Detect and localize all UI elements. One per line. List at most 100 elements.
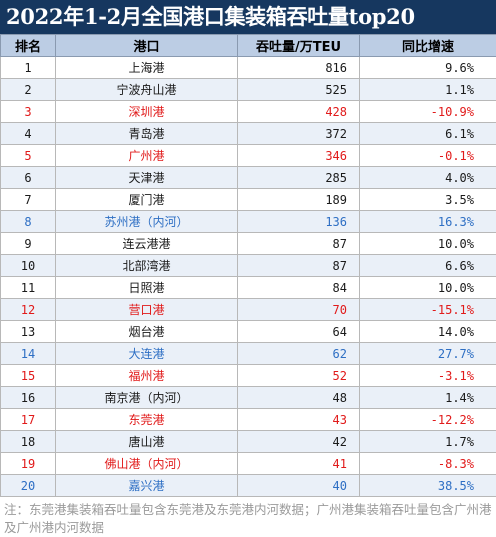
volume-cell: 41 xyxy=(238,453,360,475)
volume-cell: 43 xyxy=(238,409,360,431)
rank-cell: 4 xyxy=(1,123,56,145)
growth-cell: 38.5% xyxy=(360,475,496,497)
rank-cell: 6 xyxy=(1,167,56,189)
header-port: 港口 xyxy=(56,35,238,57)
volume-cell: 525 xyxy=(238,79,360,101)
rank-cell: 18 xyxy=(1,431,56,453)
rank-cell: 10 xyxy=(1,255,56,277)
rank-cell: 19 xyxy=(1,453,56,475)
header-rank: 排名 xyxy=(1,35,56,57)
growth-cell: -8.3% xyxy=(360,453,496,475)
port-cell: 广州港 xyxy=(56,145,238,167)
port-cell: 连云港港 xyxy=(56,233,238,255)
volume-cell: 428 xyxy=(238,101,360,123)
volume-cell: 189 xyxy=(238,189,360,211)
port-cell: 天津港 xyxy=(56,167,238,189)
growth-cell: 4.0% xyxy=(360,167,496,189)
rank-cell: 5 xyxy=(1,145,56,167)
rank-cell: 8 xyxy=(1,211,56,233)
growth-cell: 1.4% xyxy=(360,387,496,409)
rank-cell: 9 xyxy=(1,233,56,255)
rank-cell: 14 xyxy=(1,343,56,365)
volume-cell: 372 xyxy=(238,123,360,145)
growth-cell: -10.9% xyxy=(360,101,496,123)
rank-cell: 2 xyxy=(1,79,56,101)
growth-cell: 10.0% xyxy=(360,233,496,255)
volume-cell: 48 xyxy=(238,387,360,409)
growth-cell: 6.1% xyxy=(360,123,496,145)
header-growth: 同比增速 xyxy=(360,35,496,57)
port-cell: 日照港 xyxy=(56,277,238,299)
volume-cell: 84 xyxy=(238,277,360,299)
table-title: 2022年1-2月全国港口集装箱吞吐量top20 xyxy=(0,0,496,34)
port-cell: 厦门港 xyxy=(56,189,238,211)
header-row: 排名 港口 吞吐量/万TEU 同比增速 xyxy=(1,35,496,57)
volume-cell: 285 xyxy=(238,167,360,189)
growth-cell: 3.5% xyxy=(360,189,496,211)
port-cell: 南京港（内河） xyxy=(56,387,238,409)
port-cell: 宁波舟山港 xyxy=(56,79,238,101)
port-cell: 营口港 xyxy=(56,299,238,321)
volume-cell: 40 xyxy=(238,475,360,497)
footnote: 注：东莞港集装箱吞吐量包含东莞港及东莞港内河数据；广州港集装箱吞吐量包含广州港及… xyxy=(0,497,496,537)
rank-cell: 11 xyxy=(1,277,56,299)
port-cell: 北部湾港 xyxy=(56,255,238,277)
port-cell: 青岛港 xyxy=(56,123,238,145)
port-cell: 福州港 xyxy=(56,365,238,387)
growth-cell: 16.3% xyxy=(360,211,496,233)
volume-cell: 816 xyxy=(238,57,360,79)
volume-cell: 62 xyxy=(238,343,360,365)
rank-cell: 13 xyxy=(1,321,56,343)
volume-cell: 346 xyxy=(238,145,360,167)
growth-cell: 1.1% xyxy=(360,79,496,101)
rank-cell: 3 xyxy=(1,101,56,123)
rank-cell: 1 xyxy=(1,57,56,79)
growth-cell: 27.7% xyxy=(360,343,496,365)
rank-cell: 12 xyxy=(1,299,56,321)
volume-cell: 70 xyxy=(238,299,360,321)
port-cell: 唐山港 xyxy=(56,431,238,453)
volume-cell: 64 xyxy=(238,321,360,343)
growth-cell: 9.6% xyxy=(360,57,496,79)
volume-cell: 87 xyxy=(238,233,360,255)
port-cell: 佛山港（内河） xyxy=(56,453,238,475)
port-cell: 上海港 xyxy=(56,57,238,79)
rank-cell: 20 xyxy=(1,475,56,497)
port-cell: 苏州港（内河） xyxy=(56,211,238,233)
growth-cell: -12.2% xyxy=(360,409,496,431)
port-cell: 大连港 xyxy=(56,343,238,365)
port-cell: 嘉兴港 xyxy=(56,475,238,497)
growth-cell: 14.0% xyxy=(360,321,496,343)
port-cell: 烟台港 xyxy=(56,321,238,343)
volume-cell: 52 xyxy=(238,365,360,387)
growth-cell: 1.7% xyxy=(360,431,496,453)
header-volume: 吞吐量/万TEU xyxy=(238,35,360,57)
rank-cell: 16 xyxy=(1,387,56,409)
volume-cell: 87 xyxy=(238,255,360,277)
volume-cell: 42 xyxy=(238,431,360,453)
port-cell: 东莞港 xyxy=(56,409,238,431)
growth-cell: -15.1% xyxy=(360,299,496,321)
rank-cell: 7 xyxy=(1,189,56,211)
growth-cell: 10.0% xyxy=(360,277,496,299)
port-cell: 深圳港 xyxy=(56,101,238,123)
